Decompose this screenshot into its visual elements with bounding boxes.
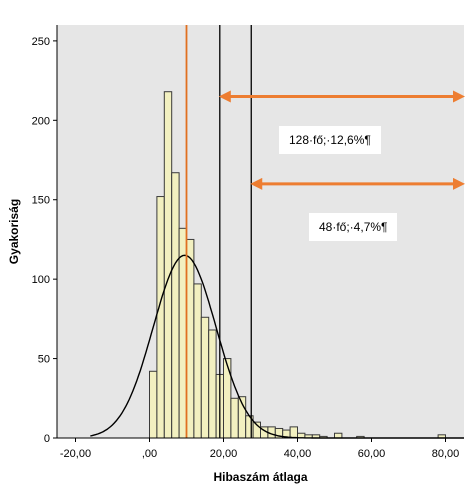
- histogram-bar: [149, 370, 158, 439]
- histogram-bar: [156, 196, 165, 439]
- x-axis-title: Hibaszám átlaga: [213, 470, 307, 484]
- histogram-bar: [186, 238, 195, 439]
- y-tick-label: 150: [32, 195, 50, 207]
- x-tick-labels: -20,00 ,00 20,00 40,00 60,00 80,00: [60, 448, 459, 460]
- x-tick-label: -20,00: [60, 448, 91, 460]
- plot-area: [57, 25, 464, 438]
- y-tick-label: 200: [32, 115, 50, 127]
- histogram-bar: [208, 329, 217, 439]
- histogram-bar: [163, 91, 173, 439]
- y-tick-labels: 0 50 100 150 200 250: [32, 36, 50, 445]
- x-tick-label: 40,00: [284, 448, 312, 460]
- axes: [53, 25, 464, 442]
- histogram-bar: [193, 283, 202, 439]
- x-tick-label: ,00: [142, 448, 157, 460]
- y-tick-label: 0: [44, 433, 50, 445]
- histogram-bar: [230, 397, 239, 439]
- y-tick-label: 250: [32, 36, 50, 48]
- y-axis-title: Gyakoriság: [7, 199, 21, 264]
- x-tick-label: 20,00: [210, 448, 238, 460]
- histogram-bar: [171, 172, 180, 439]
- annotation-arrows: [218, 90, 465, 190]
- x-tick-label: 80,00: [432, 448, 460, 460]
- annotation-label-48: 48·fő;·4,7%¶: [309, 213, 398, 241]
- histogram-bar: [200, 316, 210, 439]
- histogram-bar: [178, 227, 188, 439]
- annotation-label-128: 128·fő;·12,6%¶: [279, 126, 381, 154]
- y-tick-label: 50: [38, 354, 50, 366]
- x-tick-label: 60,00: [358, 448, 386, 460]
- histogram-bar: [334, 432, 343, 439]
- histogram-bar: [289, 426, 299, 439]
- y-tick-label: 100: [32, 274, 50, 286]
